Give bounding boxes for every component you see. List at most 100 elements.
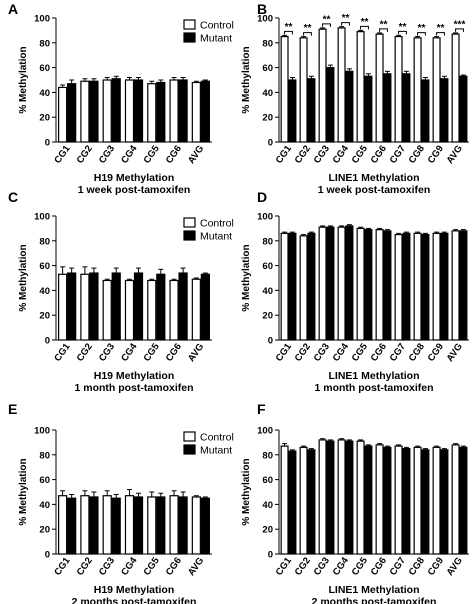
- bar-control: [318, 226, 327, 341]
- bar-mutant: [288, 79, 297, 143]
- bar-control: [375, 444, 384, 555]
- y-tick-label: 100: [257, 426, 273, 437]
- bar-mutant: [459, 446, 468, 555]
- bar-control: [356, 440, 365, 555]
- bar-control: [147, 83, 157, 143]
- bar-mutant: [67, 83, 77, 143]
- chart-title: LINE1 Methylation: [328, 584, 419, 596]
- y-tick-label: 0: [268, 138, 273, 149]
- bar-control: [375, 33, 384, 143]
- bar-control: [191, 278, 201, 341]
- bar-control: [80, 495, 90, 555]
- bar-control: [432, 446, 441, 555]
- x-tick-label: CG2: [293, 341, 313, 363]
- bar-control: [169, 279, 179, 341]
- y-tick-label: 0: [45, 550, 50, 561]
- legend-control-label: Control: [200, 20, 234, 32]
- bar-mutant: [440, 232, 449, 341]
- chart-title: H19 Methylation: [94, 370, 175, 382]
- chart-title: H19 Methylation: [94, 584, 175, 596]
- bar-control: [394, 35, 403, 143]
- bar-control: [169, 79, 179, 143]
- significance-bracket: [284, 30, 293, 35]
- y-tick-label: 80: [39, 236, 50, 247]
- bar-control: [280, 232, 289, 341]
- x-tick-label: CG1: [274, 341, 295, 364]
- y-tick-label: 20: [262, 525, 273, 536]
- bar-mutant: [383, 446, 392, 555]
- x-tick-label: AVG: [445, 143, 465, 166]
- significance-label: **: [304, 23, 312, 34]
- bar-control: [413, 446, 422, 555]
- x-tick-label: CG6: [369, 143, 389, 165]
- chart-title: H19 Methylation: [94, 172, 175, 184]
- y-axis-title: % Methylation: [18, 244, 29, 311]
- x-tick-label: CG4: [119, 555, 140, 578]
- bar-mutant: [288, 232, 297, 341]
- significance-bracket: [398, 30, 407, 35]
- bar-mutant: [156, 496, 166, 555]
- x-tick-label: CG6: [164, 143, 184, 165]
- significance-label: **: [361, 17, 369, 28]
- bar-control: [451, 33, 460, 143]
- bar-mutant: [178, 496, 188, 555]
- significance-bracket: [360, 25, 369, 30]
- x-tick-label: AVG: [445, 555, 465, 578]
- x-tick-label: CG4: [331, 143, 352, 166]
- y-axis-title: % Methylation: [241, 46, 252, 113]
- bar-control: [80, 273, 90, 341]
- significance-label: **: [399, 22, 407, 33]
- bar-mutant: [383, 73, 392, 143]
- x-tick-label: CG2: [75, 143, 95, 165]
- legend-control-swatch: [183, 217, 196, 228]
- significance-label: **: [437, 23, 445, 34]
- bar-control: [280, 35, 289, 143]
- x-tick-label: CG5: [350, 555, 371, 578]
- y-tick-label: 0: [45, 336, 50, 347]
- x-tick-label: CG5: [142, 341, 163, 364]
- x-tick-label: CG7: [388, 555, 408, 577]
- bar-control: [356, 31, 365, 143]
- chart-title: 1 month post-tamoxifen: [74, 382, 193, 394]
- y-tick-label: 80: [262, 236, 273, 247]
- x-tick-label: CG1: [52, 341, 73, 364]
- y-tick-label: 20: [39, 525, 50, 536]
- bar-control: [102, 495, 112, 555]
- bar-mutant: [133, 496, 144, 555]
- x-tick-label: CG5: [350, 143, 371, 166]
- chart-title: 1 week post-tamoxifen: [78, 184, 191, 196]
- y-tick-label: 100: [257, 14, 273, 25]
- bar-mutant: [326, 66, 335, 143]
- legend-control-label: Control: [200, 432, 234, 444]
- panel-label: A: [8, 1, 18, 17]
- bar-mutant: [402, 232, 411, 341]
- bar-control: [394, 234, 403, 341]
- bar-control: [80, 80, 90, 143]
- chart-title: 1 month post-tamoxifen: [314, 382, 433, 394]
- bar-control: [299, 235, 308, 341]
- x-tick-label: CG3: [97, 555, 117, 577]
- bar-control: [318, 439, 327, 555]
- x-tick-label: CG2: [75, 555, 95, 577]
- y-axis-title: % Methylation: [241, 244, 252, 311]
- bar-mutant: [307, 232, 316, 341]
- bar-mutant: [421, 449, 430, 555]
- legend-mutant-label: Mutant: [200, 33, 232, 45]
- y-tick-label: 60: [39, 63, 50, 74]
- chart-title: 2 months post-tamoxifen: [312, 596, 437, 604]
- bar-mutant: [89, 496, 99, 555]
- x-tick-label: CG8: [407, 143, 427, 165]
- x-tick-label: CG3: [312, 143, 332, 165]
- chart-title: 2 months post-tamoxifen: [72, 596, 197, 604]
- y-tick-label: 20: [262, 311, 273, 322]
- y-tick-label: 80: [262, 450, 273, 461]
- bar-control: [102, 279, 112, 341]
- legend-mutant-swatch: [183, 444, 196, 455]
- y-tick-label: 20: [39, 311, 50, 322]
- x-tick-label: CG2: [293, 143, 313, 165]
- x-tick-label: CG2: [75, 341, 95, 363]
- bar-mutant: [288, 450, 297, 555]
- bar-mutant: [402, 73, 411, 143]
